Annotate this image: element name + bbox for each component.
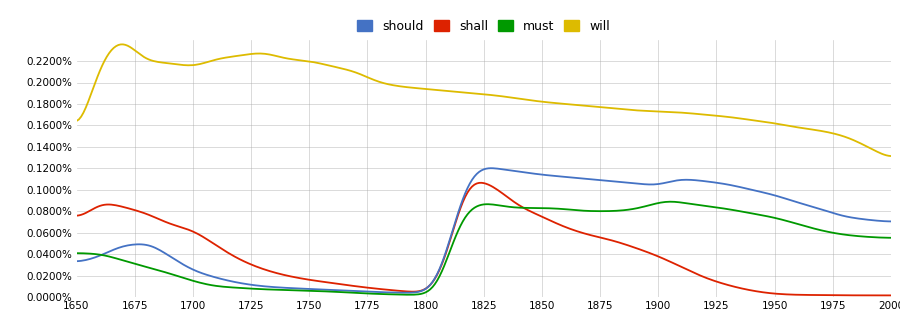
shall xyxy=(397,289,408,293)
must xyxy=(664,200,675,204)
must xyxy=(886,236,896,240)
shall xyxy=(886,293,896,297)
shall xyxy=(760,291,770,295)
should xyxy=(762,191,773,195)
must xyxy=(71,251,82,255)
should xyxy=(886,219,896,223)
must xyxy=(804,225,814,229)
should xyxy=(457,197,468,201)
will xyxy=(802,127,813,131)
will xyxy=(455,90,466,94)
shall xyxy=(476,181,487,185)
Legend: should, shall, must, will: should, shall, must, will xyxy=(353,15,615,38)
should xyxy=(397,291,408,295)
shall xyxy=(455,206,466,210)
should xyxy=(490,166,500,170)
Line: should: should xyxy=(76,168,891,293)
shall xyxy=(71,214,82,218)
should xyxy=(804,204,814,208)
will xyxy=(886,154,896,158)
will xyxy=(760,120,770,124)
must xyxy=(762,214,773,218)
Line: will: will xyxy=(76,45,891,156)
will xyxy=(118,43,129,47)
must xyxy=(455,224,466,228)
should xyxy=(455,204,466,208)
must xyxy=(457,219,468,223)
will xyxy=(71,119,82,123)
will xyxy=(488,93,499,97)
shall xyxy=(453,213,464,217)
must xyxy=(397,293,408,297)
Line: must: must xyxy=(76,202,891,295)
shall xyxy=(488,185,499,189)
should xyxy=(485,166,496,170)
Line: shall: shall xyxy=(76,183,891,295)
must xyxy=(488,203,499,207)
shall xyxy=(802,293,813,297)
must xyxy=(404,293,415,297)
will xyxy=(400,85,410,89)
will xyxy=(457,90,468,94)
should xyxy=(401,291,412,295)
should xyxy=(71,259,82,263)
